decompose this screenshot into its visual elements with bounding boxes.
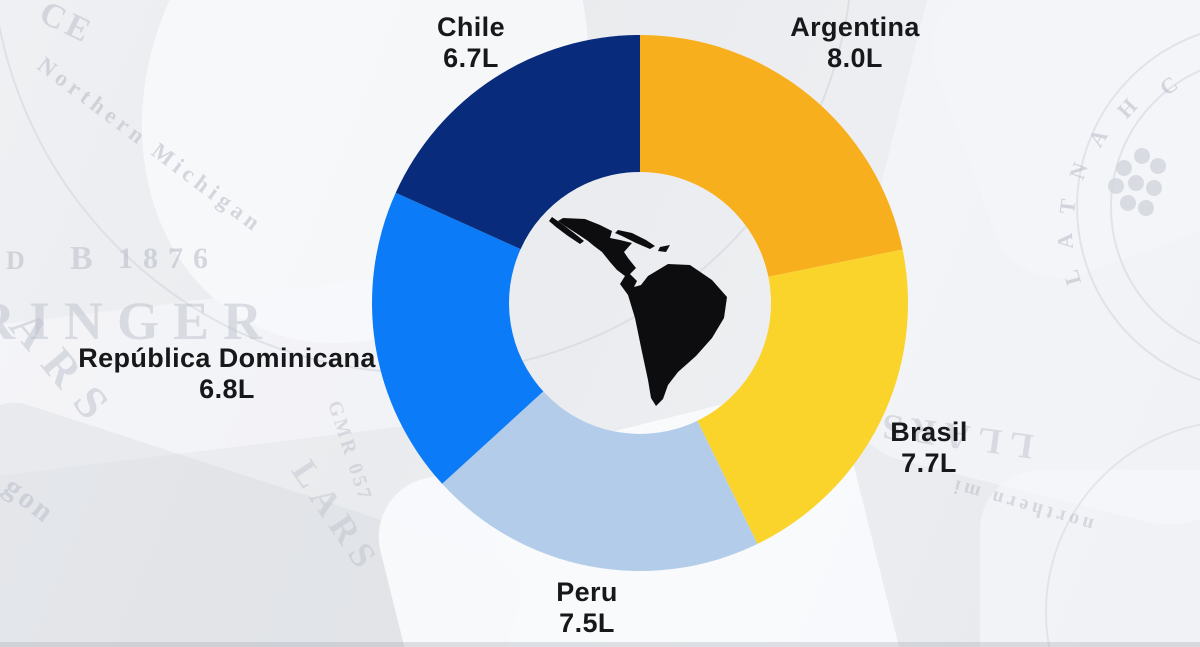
- donut-chart: [372, 34, 909, 572]
- pie-slice-chile: [395, 34, 640, 250]
- pie-slice-peru: [442, 391, 758, 572]
- segment-name: Argentina: [790, 12, 920, 42]
- grape-dot: [1134, 148, 1150, 164]
- pie-slice-republica-dominicana: [372, 192, 544, 484]
- label-brasil: Brasil 7.7L: [890, 417, 967, 479]
- grape-dot: [1146, 180, 1162, 196]
- pie-slice-brasil: [697, 249, 909, 544]
- segment-name: Brasil: [890, 417, 968, 447]
- segment-value: 7.7L: [901, 448, 957, 478]
- watermark-text: A: [1051, 232, 1078, 250]
- label-peru: Peru 7.5L: [556, 577, 618, 639]
- grape-dot: [1150, 158, 1166, 174]
- segment-value: 7.5L: [559, 608, 615, 638]
- watermark-text: D: [6, 246, 25, 275]
- watermark-text: 1876: [118, 242, 218, 275]
- label-chile: Chile 6.7L: [437, 12, 505, 74]
- label-republica-dominicana: República Dominicana 6.8L: [78, 343, 376, 405]
- grape-dot: [1128, 175, 1144, 191]
- segment-name: Chile: [436, 12, 506, 42]
- bottom-edge-shadow: [0, 642, 1200, 647]
- watermark-text: B: [70, 240, 93, 277]
- grape-dot: [1138, 200, 1154, 216]
- grape-dot: [1120, 195, 1136, 211]
- grape-dot: [1116, 160, 1132, 176]
- segment-name: Peru: [556, 577, 618, 607]
- segment-name: República Dominicana: [78, 343, 376, 373]
- label-argentina: Argentina 8.0L: [790, 12, 920, 74]
- segment-value: 8.0L: [827, 43, 883, 73]
- latin-america-map-icon: [549, 217, 727, 406]
- grape-cluster-stamp: [1108, 148, 1188, 238]
- segment-value: 6.8L: [199, 374, 255, 404]
- pie-slice-argentina: [640, 35, 903, 277]
- watermark-text: RINGER: [0, 291, 277, 351]
- segment-value: 6.7L: [443, 43, 499, 73]
- grape-dot: [1108, 178, 1124, 194]
